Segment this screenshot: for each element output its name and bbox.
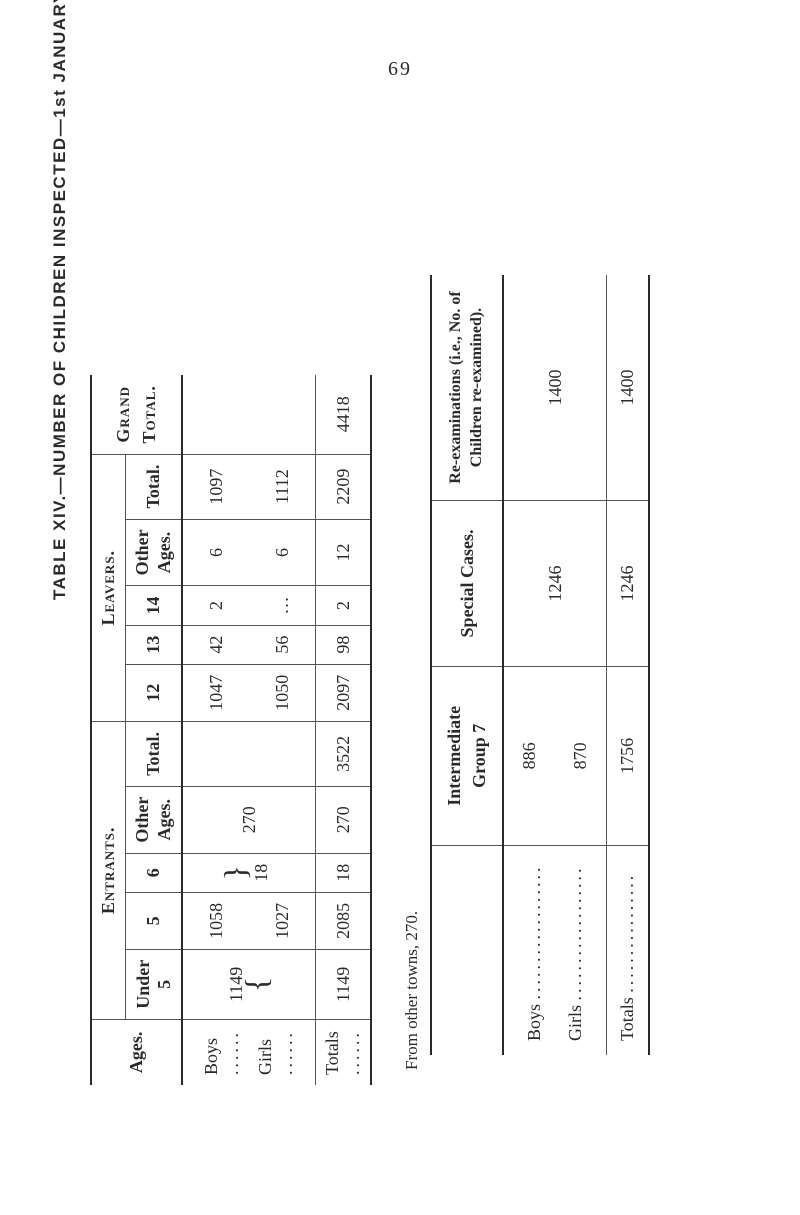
- cell-entrants-other: 270: [182, 786, 316, 853]
- leader-dots: ......: [343, 1030, 363, 1075]
- col-special: Special Cases.: [431, 501, 503, 667]
- lower-row-totals: Totals ................ 1756 1246 1400: [607, 275, 650, 1055]
- cell-boys-lother: 6: [182, 519, 249, 586]
- row-boys: Boys ...... 1149 { 1058 } 18 270 1047 42…: [182, 375, 249, 1085]
- col-6: 6: [126, 853, 183, 892]
- lower-blank-head: [431, 845, 503, 1055]
- cell-girls-14: …: [249, 586, 316, 625]
- footnote: From other towns, 270.: [402, 911, 422, 1070]
- col-intermediate: Intermediate Group 7: [431, 666, 503, 845]
- cell-totals-14: 2: [316, 586, 372, 625]
- table-caption: TABLE XIV.—NUMBER OF CHILDREN INSPECTED—…: [50, 0, 70, 600]
- lower-table: Intermediate Group 7 Special Cases. Re-e…: [430, 275, 650, 1055]
- lower-girls-label: Girls ..................: [555, 845, 607, 1055]
- row-totals-label: Totals ......: [316, 1019, 372, 1085]
- cell-boys-12: 1047: [182, 664, 249, 721]
- section-entrants: Entrants.: [91, 721, 126, 1019]
- section-leavers: Leavers.: [91, 454, 126, 721]
- cell-totals-etotal: 3522: [316, 721, 372, 786]
- lower-girls-int: 870: [555, 666, 607, 845]
- lower-totals-re: 1400: [607, 275, 650, 501]
- cell-boys-14: 2: [182, 586, 249, 625]
- col-grand-total: Grand Total.: [91, 375, 182, 454]
- col-reexam: Re-examinations (i.e., No. of Children r…: [431, 275, 503, 501]
- col-ages: Ages.: [91, 1019, 182, 1085]
- col-5: 5: [126, 892, 183, 949]
- cell-totals-lother: 12: [316, 519, 372, 586]
- cell-grand-total: 4418: [316, 375, 372, 454]
- cell-girls-lother: 6: [249, 519, 316, 586]
- col-14: 14: [126, 586, 183, 625]
- row-totals: Totals ...... 1149 2085 18 270 3522 2097…: [316, 375, 372, 1085]
- lower-totals-label: Totals ................: [607, 845, 650, 1055]
- lower-boys-label: Boys ..................: [503, 845, 555, 1055]
- lower-totals-spec: 1246: [607, 501, 650, 667]
- col-entrants-total: Total.: [126, 721, 183, 786]
- cell-totals-eother: 270: [316, 786, 372, 853]
- leader-dots: ..................: [565, 866, 585, 1001]
- cell-totals-6: 18: [316, 853, 372, 892]
- col-12: 12: [126, 664, 183, 721]
- col-13: 13: [126, 625, 183, 664]
- cell-totals-13: 98: [316, 625, 372, 664]
- brace-icon: }: [217, 865, 253, 880]
- cell-entrants-total-blank: [182, 721, 316, 786]
- lower-re: 1400: [503, 275, 607, 501]
- row-girls-label: Girls ......: [249, 1019, 316, 1085]
- cell-boys-5: 1058: [182, 892, 249, 949]
- col-under5: Under 5: [126, 949, 183, 1019]
- leader-dots: ..................: [524, 864, 544, 999]
- lower-row-boys: Boys .................. 886 1246 1400: [503, 275, 555, 1055]
- cell-totals-12: 2097: [316, 664, 372, 721]
- lower-totals-int: 1756: [607, 666, 650, 845]
- grand-total-label: Grand Total.: [113, 385, 158, 443]
- cell-girls-13: 56: [249, 625, 316, 664]
- cell-totals-ltotal: 2209: [316, 454, 372, 519]
- row-boys-label: Boys ......: [182, 1019, 249, 1085]
- page-number: 69: [0, 58, 800, 81]
- col-leavers-other: Other Ages.: [126, 519, 183, 586]
- leader-dots: ................: [617, 873, 637, 993]
- col-leavers-total: Total.: [126, 454, 183, 519]
- col-entrants-other: Other Ages.: [126, 786, 183, 853]
- cell-girls-ltotal: 1112: [249, 454, 316, 519]
- brace-icon: {: [238, 977, 274, 992]
- cell-boys-6: } 18: [182, 853, 316, 892]
- leader-dots: ......: [276, 1030, 296, 1075]
- leader-dots: ......: [222, 1030, 242, 1075]
- cell-girls-12: 1050: [249, 664, 316, 721]
- lower-spec: 1246: [503, 501, 607, 667]
- cell-boys-under5: 1149 {: [182, 949, 316, 1019]
- lower-boys-int: 886: [503, 666, 555, 845]
- page: 69 TABLE XIV.—NUMBER OF CHILDREN INSPECT…: [0, 0, 800, 1215]
- cell-boys-13: 42: [182, 625, 249, 664]
- cell-boys-ltotal: 1097: [182, 454, 249, 519]
- cell-grand-blank: [182, 375, 316, 454]
- cell-girls-5: 1027: [249, 892, 316, 949]
- cell-totals-5: 2085: [316, 892, 372, 949]
- cell-totals-under5: 1149: [316, 949, 372, 1019]
- main-table: Ages. Entrants. Leavers. Grand Total. Un…: [90, 375, 372, 1085]
